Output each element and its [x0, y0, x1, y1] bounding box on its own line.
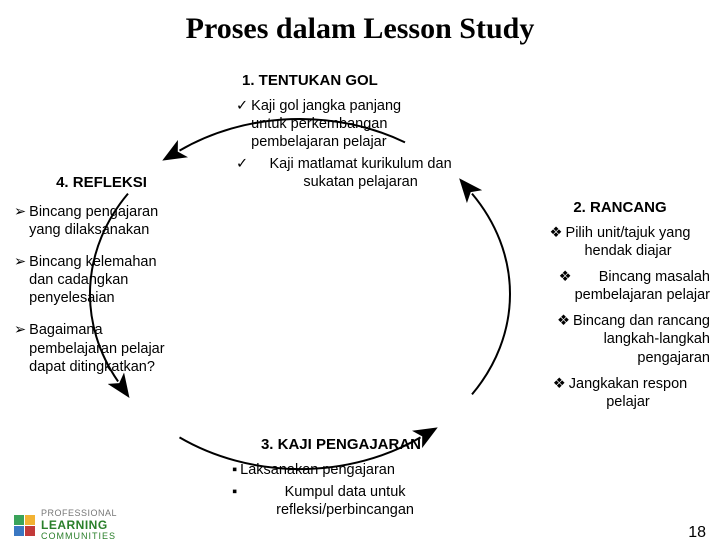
list-item: ➢Bagaimana pembelajaran pelajar dapat di…: [14, 321, 189, 375]
diamond-icon: ❖: [553, 375, 566, 393]
logo-line-3: COMMUNITIES: [41, 532, 117, 542]
check-icon: ✓: [236, 155, 248, 173]
list-item: ▪Laksanakan pengajaran: [232, 461, 450, 479]
list-item: ❖Pilih unit/tajuk yang hendak diajar: [530, 224, 710, 260]
page-title: Proses dalam Lesson Study: [0, 12, 720, 46]
item-text: Bincang dan rancang langkah-langkah peng…: [573, 312, 710, 366]
diamond-icon: ❖: [550, 224, 563, 242]
logo-text: PROFESSIONAL LEARNING COMMUNITIES: [41, 509, 117, 542]
section-1-tentukan-gol: 1. TENTUKAN GOL ✓Kaji gol jangka panjang…: [230, 72, 470, 195]
list-item: ✓Kaji matlamat kurikulum dan sukatan pel…: [236, 155, 470, 191]
list-item: ▪Kumpul data untuk refleksi/perbincangan: [232, 483, 450, 519]
item-text: Kaji matlamat kurikulum dan sukatan pela…: [251, 155, 470, 191]
item-text: Pilih unit/tajuk yang hendak diajar: [566, 224, 691, 260]
section-1-heading: 1. TENTUKAN GOL: [242, 72, 470, 91]
page-number: 18: [688, 524, 706, 542]
section-2-heading: 2. RANCANG: [530, 199, 710, 218]
chevron-icon: ➢: [14, 321, 26, 339]
section-4-refleksi: 4. REFLEKSI ➢Bincang pengajaran yang dil…: [14, 174, 189, 390]
list-item: ❖Bincang masalah pembelajaran pelajar: [530, 268, 710, 304]
chevron-icon: ➢: [14, 203, 26, 221]
item-text: Bincang pengajaran yang dilaksanakan: [29, 203, 189, 239]
item-text: Bincang masalah pembelajaran pelajar: [575, 268, 710, 304]
item-text: Bagaimana pembelajaran pelajar dapat dit…: [29, 321, 189, 375]
section-4-heading: 4. REFLEKSI: [14, 174, 189, 193]
list-item: ✓Kaji gol jangka panjang untuk perkemban…: [236, 97, 470, 151]
item-text: Kaji gol jangka panjang untuk perkembang…: [251, 97, 470, 151]
item-text: Bincang kelemahan dan cadangkan penyeles…: [29, 253, 189, 307]
item-text: Kumpul data untuk refleksi/perbincangan: [240, 483, 450, 519]
section-2-rancang: 2. RANCANG ❖Pilih unit/tajuk yang hendak…: [530, 199, 710, 419]
cycle-arc-4: [472, 194, 510, 395]
diamond-icon: ❖: [559, 268, 572, 286]
square-icon: ▪: [232, 461, 237, 479]
chevron-icon: ➢: [14, 253, 26, 271]
section-3-heading: 3. KAJI PENGAJARAN: [232, 436, 450, 455]
item-text: Jangkakan respon pelajar: [569, 375, 688, 411]
list-item: ❖Bincang dan rancang langkah-langkah pen…: [530, 312, 710, 366]
diamond-icon: ❖: [557, 312, 570, 330]
footer-logo: PROFESSIONAL LEARNING COMMUNITIES: [14, 509, 117, 542]
section-3-kaji-pengajaran: 3. KAJI PENGAJARAN ▪Laksanakan pengajara…: [232, 436, 450, 523]
list-item: ➢Bincang pengajaran yang dilaksanakan: [14, 203, 189, 239]
list-item: ➢Bincang kelemahan dan cadangkan penyele…: [14, 253, 189, 307]
diagram-stage: 1. TENTUKAN GOL ✓Kaji gol jangka panjang…: [0, 64, 720, 552]
check-icon: ✓: [236, 97, 248, 115]
list-item: ❖Jangkakan respon pelajar: [530, 375, 710, 411]
logo-icon: [14, 515, 35, 536]
square-icon: ▪: [232, 483, 237, 501]
item-text: Laksanakan pengajaran: [240, 461, 450, 479]
